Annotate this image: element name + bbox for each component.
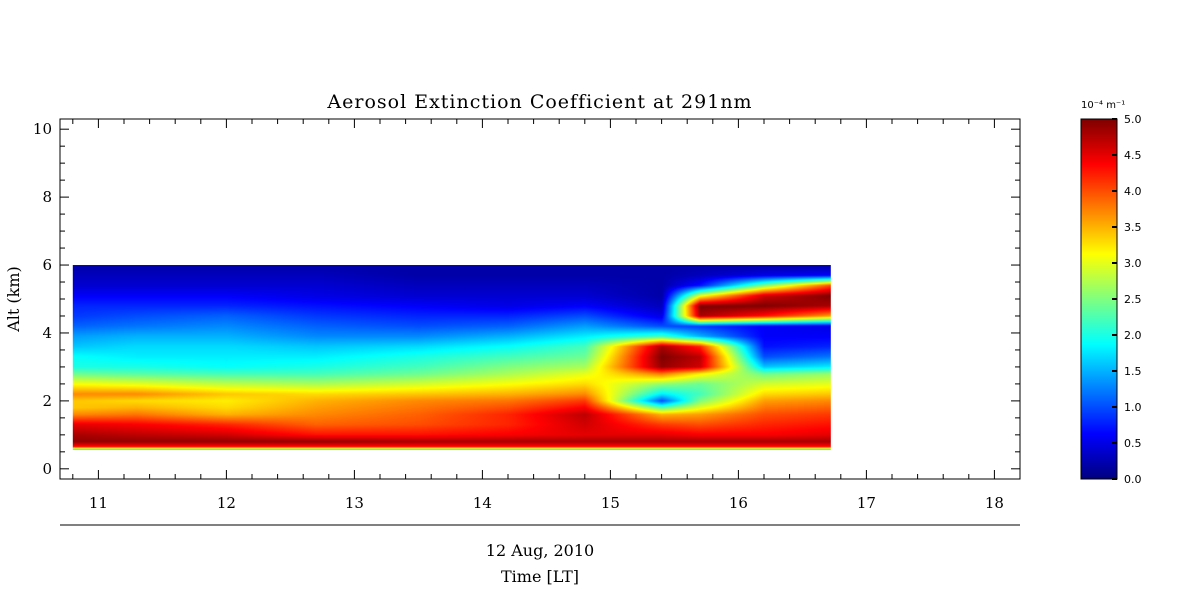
y-tick-label: 8: [42, 188, 52, 206]
y-tick-label: 0: [42, 460, 52, 478]
heatmap-layer: [72, 265, 831, 451]
y-tick-label: 6: [42, 256, 52, 274]
y-tick-label: 10: [33, 120, 52, 138]
x-tick-label: 14: [473, 494, 492, 512]
x-axis-label: Time [LT]: [501, 567, 579, 586]
colorbar-tick-label: 3.0: [1124, 257, 1142, 270]
x-tick-label: 15: [601, 494, 620, 512]
colorbar: 10⁻⁴ m⁻¹ 0.0 0.5 1.0 1.5 2.0 2.5 3.0 3.5 4.0 4.5 5…: [1080, 100, 1142, 486]
colorbar-tick-label: 4.5: [1124, 149, 1142, 162]
colorbar-tick-label: 1.0: [1124, 401, 1142, 414]
colorbar-unit: 10⁻⁴ m⁻¹: [1081, 100, 1125, 111]
heatmap-image: [72, 265, 831, 451]
x-tick-label: 12: [217, 494, 236, 512]
colorbar-tick-label: 0.5: [1124, 437, 1142, 450]
x-tick-label: 11: [89, 494, 108, 512]
y-tick-label: 2: [42, 392, 52, 410]
y-axis-label: Alt (km): [4, 266, 23, 333]
colorbar-tick-label: 4.0: [1124, 185, 1142, 198]
x-tick-label: 13: [345, 494, 364, 512]
colorbar-tick-label: 1.5: [1124, 365, 1142, 378]
colorbar-tick-label: 0.0: [1124, 473, 1142, 486]
x-axis: 11 12 13 14 15 16 17 18: [72, 119, 1021, 512]
colorbar-ticks: 0.0 0.5 1.0 1.5 2.0 2.5 3.0 3.5 4.0 4.5 5.0: [1112, 113, 1142, 486]
y-axis: 0 2 4 6 8 10: [33, 120, 1020, 478]
x-tick-label: 18: [985, 494, 1004, 512]
date-label: 12 Aug, 2010: [486, 541, 594, 560]
colorbar-tick-label: 2.5: [1124, 293, 1142, 306]
colorbar-tick-label: 2.0: [1124, 329, 1142, 342]
x-tick-label: 17: [857, 494, 876, 512]
colorbar-tick-label: 3.5: [1124, 221, 1142, 234]
chart-title: Aerosol Extinction Coefficient at 291nm: [326, 91, 752, 113]
colorbar-tick-label: 5.0: [1124, 113, 1142, 126]
x-tick-label: 16: [729, 494, 748, 512]
y-tick-label: 4: [42, 324, 52, 342]
colorbar-gradient: [1080, 118, 1118, 480]
